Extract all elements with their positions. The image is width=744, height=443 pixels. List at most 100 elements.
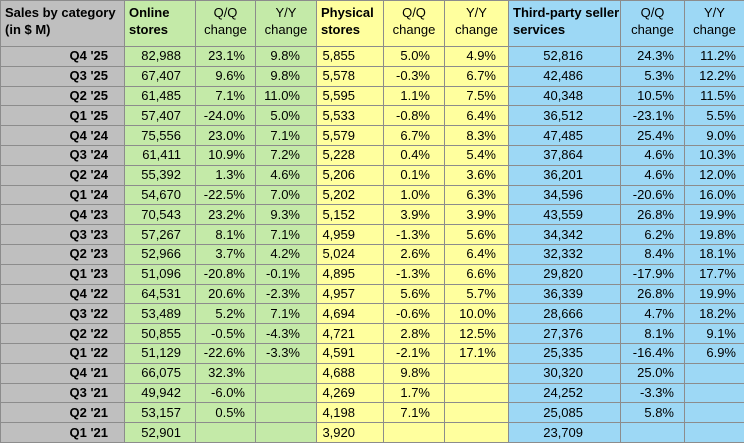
row-label: Q3 '21	[1, 383, 125, 403]
table-cell: -0.6%	[384, 304, 445, 324]
table-cell: 0.5%	[196, 403, 256, 423]
table-cell: 61,411	[125, 145, 196, 165]
table-cell: 7.1%	[256, 126, 317, 146]
column-header: Online stores	[125, 1, 196, 47]
table-cell: 4,694	[317, 304, 384, 324]
table-cell	[384, 423, 445, 443]
table-cell: 4,959	[317, 225, 384, 245]
table-cell: 54,670	[125, 185, 196, 205]
table-cell: 5,595	[317, 86, 384, 106]
table-cell: 1.1%	[384, 86, 445, 106]
table-cell: 5,202	[317, 185, 384, 205]
table-cell: -4.3%	[256, 324, 317, 344]
table-cell: -2.3%	[256, 284, 317, 304]
table-cell: 5,152	[317, 205, 384, 225]
table-cell: 2.8%	[384, 324, 445, 344]
table-cell: 4.7%	[621, 304, 685, 324]
table-cell: 42,486	[509, 66, 621, 86]
table-cell: 2.6%	[384, 244, 445, 264]
column-header: Q/Q change	[384, 1, 445, 47]
table-cell: 5,855	[317, 47, 384, 67]
table-cell: 30,320	[509, 363, 621, 383]
table-cell: 51,096	[125, 264, 196, 284]
row-label: Q1 '25	[1, 106, 125, 126]
table-cell: 4,269	[317, 383, 384, 403]
table-cell: 9.6%	[196, 66, 256, 86]
table-cell: 8.1%	[196, 225, 256, 245]
table-cell: 9.8%	[256, 66, 317, 86]
table-cell: 1.7%	[384, 383, 445, 403]
row-label: Q1 '23	[1, 264, 125, 284]
table-cell: 6.2%	[621, 225, 685, 245]
table-cell: 3.7%	[196, 244, 256, 264]
table-cell	[445, 383, 509, 403]
table-cell: 25,085	[509, 403, 621, 423]
table-cell: 34,596	[509, 185, 621, 205]
table-cell	[256, 403, 317, 423]
table-cell: 3,920	[317, 423, 384, 443]
column-header: Y/Y change	[685, 1, 744, 47]
table-cell: 23,709	[509, 423, 621, 443]
table-cell: 66,075	[125, 363, 196, 383]
table-cell: 12.5%	[445, 324, 509, 344]
table-cell: 4,198	[317, 403, 384, 423]
table-cell: 5.7%	[445, 284, 509, 304]
table-cell: 9.3%	[256, 205, 317, 225]
table-cell: 4.6%	[621, 145, 685, 165]
table-cell: 52,816	[509, 47, 621, 67]
table-cell: 10.9%	[196, 145, 256, 165]
table-cell: 52,966	[125, 244, 196, 264]
table-cell: 57,407	[125, 106, 196, 126]
table-cell: 7.1%	[256, 225, 317, 245]
row-label: Q2 '25	[1, 86, 125, 106]
table-cell	[685, 383, 744, 403]
table-cell: -6.0%	[196, 383, 256, 403]
table-cell: 26.8%	[621, 205, 685, 225]
table-cell: 19.9%	[685, 284, 744, 304]
row-label: Q2 '21	[1, 403, 125, 423]
table-cell: 5.0%	[384, 47, 445, 67]
table-cell	[445, 363, 509, 383]
table-cell: 6.6%	[445, 264, 509, 284]
table-cell: 5.3%	[621, 66, 685, 86]
table-cell: -17.9%	[621, 264, 685, 284]
table-cell: 5,228	[317, 145, 384, 165]
table-cell: 4,591	[317, 343, 384, 363]
table-cell	[685, 403, 744, 423]
table-cell: 6.7%	[384, 126, 445, 146]
table-cell: 8.1%	[621, 324, 685, 344]
table-cell: 16.0%	[685, 185, 744, 205]
table-cell: 49,942	[125, 383, 196, 403]
table-cell	[445, 403, 509, 423]
column-header: Q/Q change	[621, 1, 685, 47]
table-cell: 4.9%	[445, 47, 509, 67]
table-cell: 67,407	[125, 66, 196, 86]
table-cell: 4.6%	[256, 165, 317, 185]
table-cell: 47,485	[509, 126, 621, 146]
table-cell: 10.3%	[685, 145, 744, 165]
row-label: Q4 '23	[1, 205, 125, 225]
table-cell: -0.8%	[384, 106, 445, 126]
row-label: Q1 '24	[1, 185, 125, 205]
table-cell: 7.1%	[256, 304, 317, 324]
table-cell: 0.4%	[384, 145, 445, 165]
table-cell: 55,392	[125, 165, 196, 185]
table-cell: 52,901	[125, 423, 196, 443]
table-cell: 7.5%	[445, 86, 509, 106]
column-header: Y/Y change	[445, 1, 509, 47]
table-cell: 7.0%	[256, 185, 317, 205]
table-cell: 11.5%	[685, 86, 744, 106]
table-cell: 18.1%	[685, 244, 744, 264]
table-cell: -16.4%	[621, 343, 685, 363]
row-label: Q1 '22	[1, 343, 125, 363]
table-cell	[256, 363, 317, 383]
